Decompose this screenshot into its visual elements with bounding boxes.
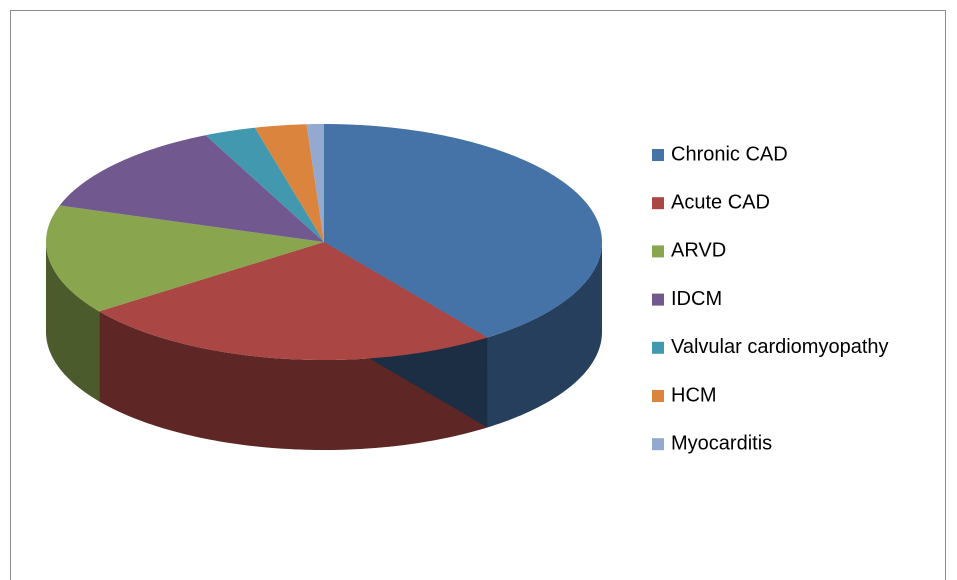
slice-side: [46, 242, 100, 402]
legend-swatch: [652, 245, 664, 258]
legend-swatch: [652, 197, 664, 210]
slice: [46, 205, 324, 312]
legend-swatch: [652, 149, 664, 161]
legend-swatch: [652, 438, 664, 451]
slice: [59, 135, 324, 242]
legend-label: Acute CAD: [671, 191, 770, 213]
legend-label: Myocarditis: [671, 432, 772, 454]
slice-side: [99, 311, 488, 450]
legend-swatch: [652, 390, 664, 402]
legend-swatch: [652, 341, 664, 354]
slice: [99, 242, 488, 360]
slice-side: [487, 242, 602, 428]
legend-swatch: [652, 293, 664, 306]
legend-label: Valvular cardiomyopathy: [671, 336, 889, 358]
legend-label: ARVD: [671, 240, 726, 262]
legend-label: IDCM: [671, 288, 722, 310]
legend-label: Chronic CAD: [671, 143, 788, 165]
legend-label: HCM: [671, 384, 717, 406]
slice: [306, 124, 324, 242]
slice: [254, 124, 324, 242]
slice: [205, 127, 324, 242]
slice: [324, 124, 602, 338]
